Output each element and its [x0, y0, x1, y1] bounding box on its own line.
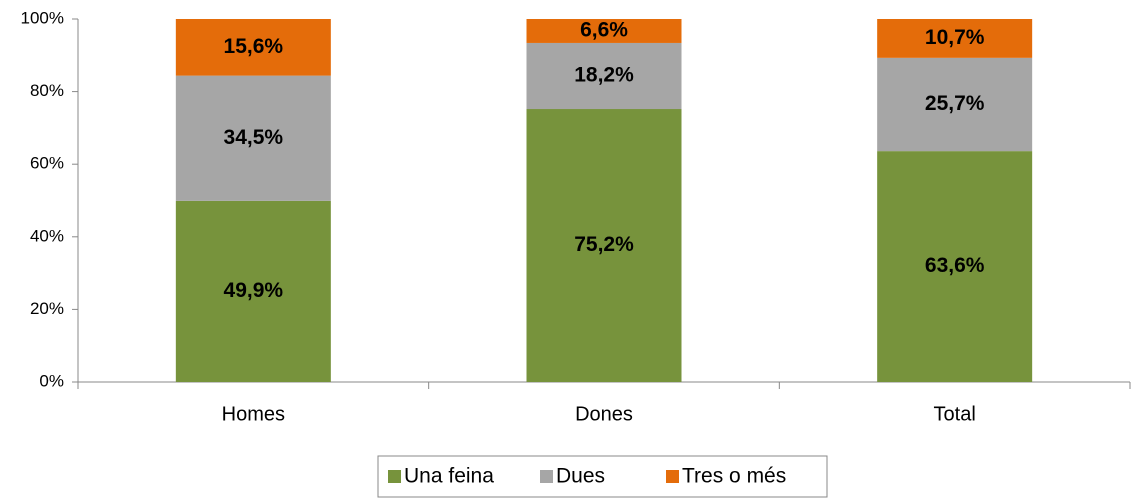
y-tick-label: 0% — [39, 371, 64, 390]
bar-segment — [175, 19, 331, 76]
y-tick-label: 60% — [30, 154, 64, 173]
bar-segment — [175, 200, 331, 382]
data-label: 34,5% — [224, 126, 284, 149]
bar-segment — [877, 19, 1033, 58]
legend-swatch — [388, 470, 401, 483]
x-tick-label: Homes — [222, 403, 285, 425]
bar-segment — [526, 109, 682, 383]
legend-swatch — [666, 470, 679, 483]
data-label: 6,6% — [580, 19, 628, 42]
legend-box — [377, 455, 828, 498]
data-label: 18,2% — [574, 64, 634, 87]
data-label: 10,7% — [925, 26, 985, 49]
bar-segment — [526, 42, 682, 110]
y-tick-label: 40% — [30, 226, 64, 245]
bar-segment — [877, 57, 1033, 152]
legend-label: Tres o més — [682, 465, 786, 488]
data-label: 49,9% — [224, 279, 284, 302]
bar-segment — [526, 19, 682, 43]
data-label: 25,7% — [925, 92, 985, 115]
y-tick-label: 80% — [30, 81, 64, 100]
y-tick-label: 100% — [21, 8, 64, 27]
x-tick-label: Total — [934, 403, 976, 425]
bar-segment — [877, 151, 1033, 382]
legend-swatch — [540, 470, 553, 483]
legend-label: Una feina — [404, 465, 494, 488]
y-tick-label: 20% — [30, 299, 64, 318]
data-label: 63,6% — [925, 254, 985, 277]
bar-segment — [175, 75, 331, 201]
legend-label: Dues — [556, 465, 605, 488]
data-label: 15,6% — [224, 35, 284, 58]
data-label: 75,2% — [574, 233, 634, 256]
x-tick-label: Dones — [575, 403, 633, 425]
